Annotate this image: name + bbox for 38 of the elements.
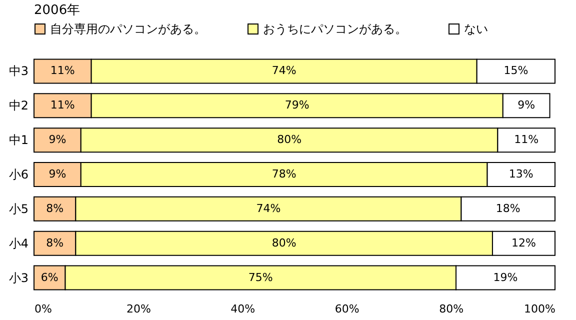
data-label: 79%: [284, 98, 310, 112]
x-tick-label: 100%: [524, 302, 556, 316]
chart-title: 2006年: [34, 3, 80, 18]
data-label: 8%: [46, 202, 64, 215]
data-label: 9%: [518, 98, 536, 112]
data-label: 15%: [504, 64, 528, 78]
y-tick-label: 小6: [8, 168, 28, 182]
x-tick-label: 60%: [334, 302, 360, 316]
data-label: 74%: [272, 64, 296, 78]
x-tick-label: 0%: [34, 302, 52, 316]
y-tick-label: 中2: [8, 98, 28, 113]
data-label: 80%: [272, 236, 296, 250]
data-label: 75%: [248, 270, 273, 284]
data-label: 13%: [508, 168, 534, 180]
data-label: 8%: [46, 236, 64, 250]
data-label: 11%: [50, 98, 75, 112]
data-label: 9%: [48, 133, 66, 146]
y-tick-label: 小4: [8, 236, 28, 250]
y-tick-label: 中3: [8, 64, 28, 78]
x-tick-label: 20%: [126, 302, 151, 316]
data-label: 11%: [514, 133, 539, 146]
data-label: 11%: [50, 64, 75, 78]
legend-label: 自分専用のパソコンがある。: [50, 22, 206, 36]
data-label: 78%: [272, 168, 296, 180]
x-tick-label: 40%: [230, 302, 256, 316]
x-tick-label: 80%: [439, 302, 464, 316]
y-tick-label: 小3: [8, 270, 28, 285]
data-label: 80%: [277, 133, 302, 146]
data-label: 74%: [256, 202, 281, 215]
data-label: 12%: [512, 236, 536, 250]
y-tick-label: 小5: [8, 202, 28, 216]
data-label: 6%: [40, 270, 58, 284]
legend-label: おうちにパソコンがある。: [263, 22, 407, 36]
data-label: 9%: [48, 168, 66, 180]
data-label: 18%: [496, 202, 520, 215]
y-tick-label: 中1: [8, 133, 28, 148]
data-label: 19%: [493, 270, 518, 284]
legend-label: ない: [464, 22, 488, 36]
